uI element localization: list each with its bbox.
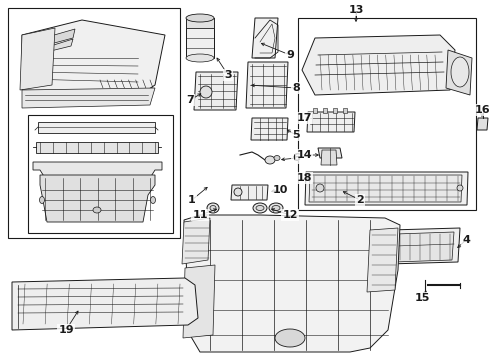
Polygon shape	[446, 50, 472, 95]
Bar	[343, 108, 347, 113]
Text: 13: 13	[348, 5, 364, 15]
Polygon shape	[477, 118, 488, 130]
Polygon shape	[305, 172, 468, 205]
Ellipse shape	[269, 203, 283, 213]
Ellipse shape	[457, 185, 463, 191]
Text: 19: 19	[58, 325, 74, 335]
Text: 5: 5	[292, 130, 300, 140]
Ellipse shape	[265, 156, 275, 164]
Text: 2: 2	[356, 195, 364, 205]
Bar	[323, 108, 327, 113]
Polygon shape	[36, 142, 158, 153]
Polygon shape	[12, 278, 198, 330]
Text: 14: 14	[296, 150, 312, 160]
Ellipse shape	[186, 54, 214, 62]
Polygon shape	[321, 150, 337, 165]
Ellipse shape	[275, 329, 305, 347]
Polygon shape	[252, 18, 278, 58]
Ellipse shape	[234, 188, 242, 196]
Polygon shape	[22, 88, 155, 108]
Polygon shape	[194, 72, 238, 110]
Bar	[28, 115, 173, 233]
Ellipse shape	[207, 203, 219, 213]
Polygon shape	[40, 175, 155, 222]
Ellipse shape	[272, 206, 280, 211]
Polygon shape	[388, 228, 460, 264]
Ellipse shape	[186, 14, 214, 22]
Text: 12: 12	[282, 210, 298, 220]
Text: 18: 18	[296, 173, 312, 183]
Polygon shape	[302, 35, 455, 95]
Text: 6: 6	[292, 153, 300, 163]
Text: 3: 3	[224, 70, 232, 80]
Text: 7: 7	[186, 95, 194, 105]
Polygon shape	[186, 18, 214, 28]
Ellipse shape	[210, 206, 216, 211]
Polygon shape	[318, 148, 342, 158]
Text: 15: 15	[415, 293, 430, 303]
Polygon shape	[251, 118, 288, 140]
Ellipse shape	[40, 197, 45, 203]
Polygon shape	[246, 62, 288, 108]
Ellipse shape	[274, 156, 280, 161]
Ellipse shape	[150, 197, 155, 203]
Text: 4: 4	[462, 235, 470, 245]
Polygon shape	[38, 122, 155, 133]
Text: 8: 8	[292, 83, 300, 93]
Polygon shape	[186, 18, 214, 58]
Text: 16: 16	[474, 105, 490, 115]
Polygon shape	[22, 20, 165, 95]
Ellipse shape	[93, 207, 101, 213]
Text: 17: 17	[296, 113, 312, 123]
Ellipse shape	[451, 57, 469, 87]
Bar	[298, 18, 476, 210]
Polygon shape	[20, 28, 55, 90]
Text: 9: 9	[286, 50, 294, 60]
Polygon shape	[26, 39, 73, 57]
Text: 11: 11	[192, 210, 208, 220]
Polygon shape	[367, 228, 398, 292]
Polygon shape	[394, 232, 454, 262]
Polygon shape	[309, 175, 462, 202]
Polygon shape	[28, 29, 75, 50]
Text: 1: 1	[188, 195, 196, 205]
Polygon shape	[33, 162, 162, 178]
Bar	[8, 8, 180, 238]
Bar	[313, 108, 317, 113]
Polygon shape	[184, 215, 400, 352]
Ellipse shape	[256, 206, 264, 211]
Ellipse shape	[200, 86, 212, 98]
Polygon shape	[183, 265, 215, 338]
Polygon shape	[231, 185, 268, 200]
Ellipse shape	[253, 203, 267, 213]
Bar	[333, 108, 337, 113]
Polygon shape	[307, 112, 355, 132]
Text: 10: 10	[272, 185, 288, 195]
Ellipse shape	[316, 184, 324, 192]
Polygon shape	[182, 218, 210, 264]
